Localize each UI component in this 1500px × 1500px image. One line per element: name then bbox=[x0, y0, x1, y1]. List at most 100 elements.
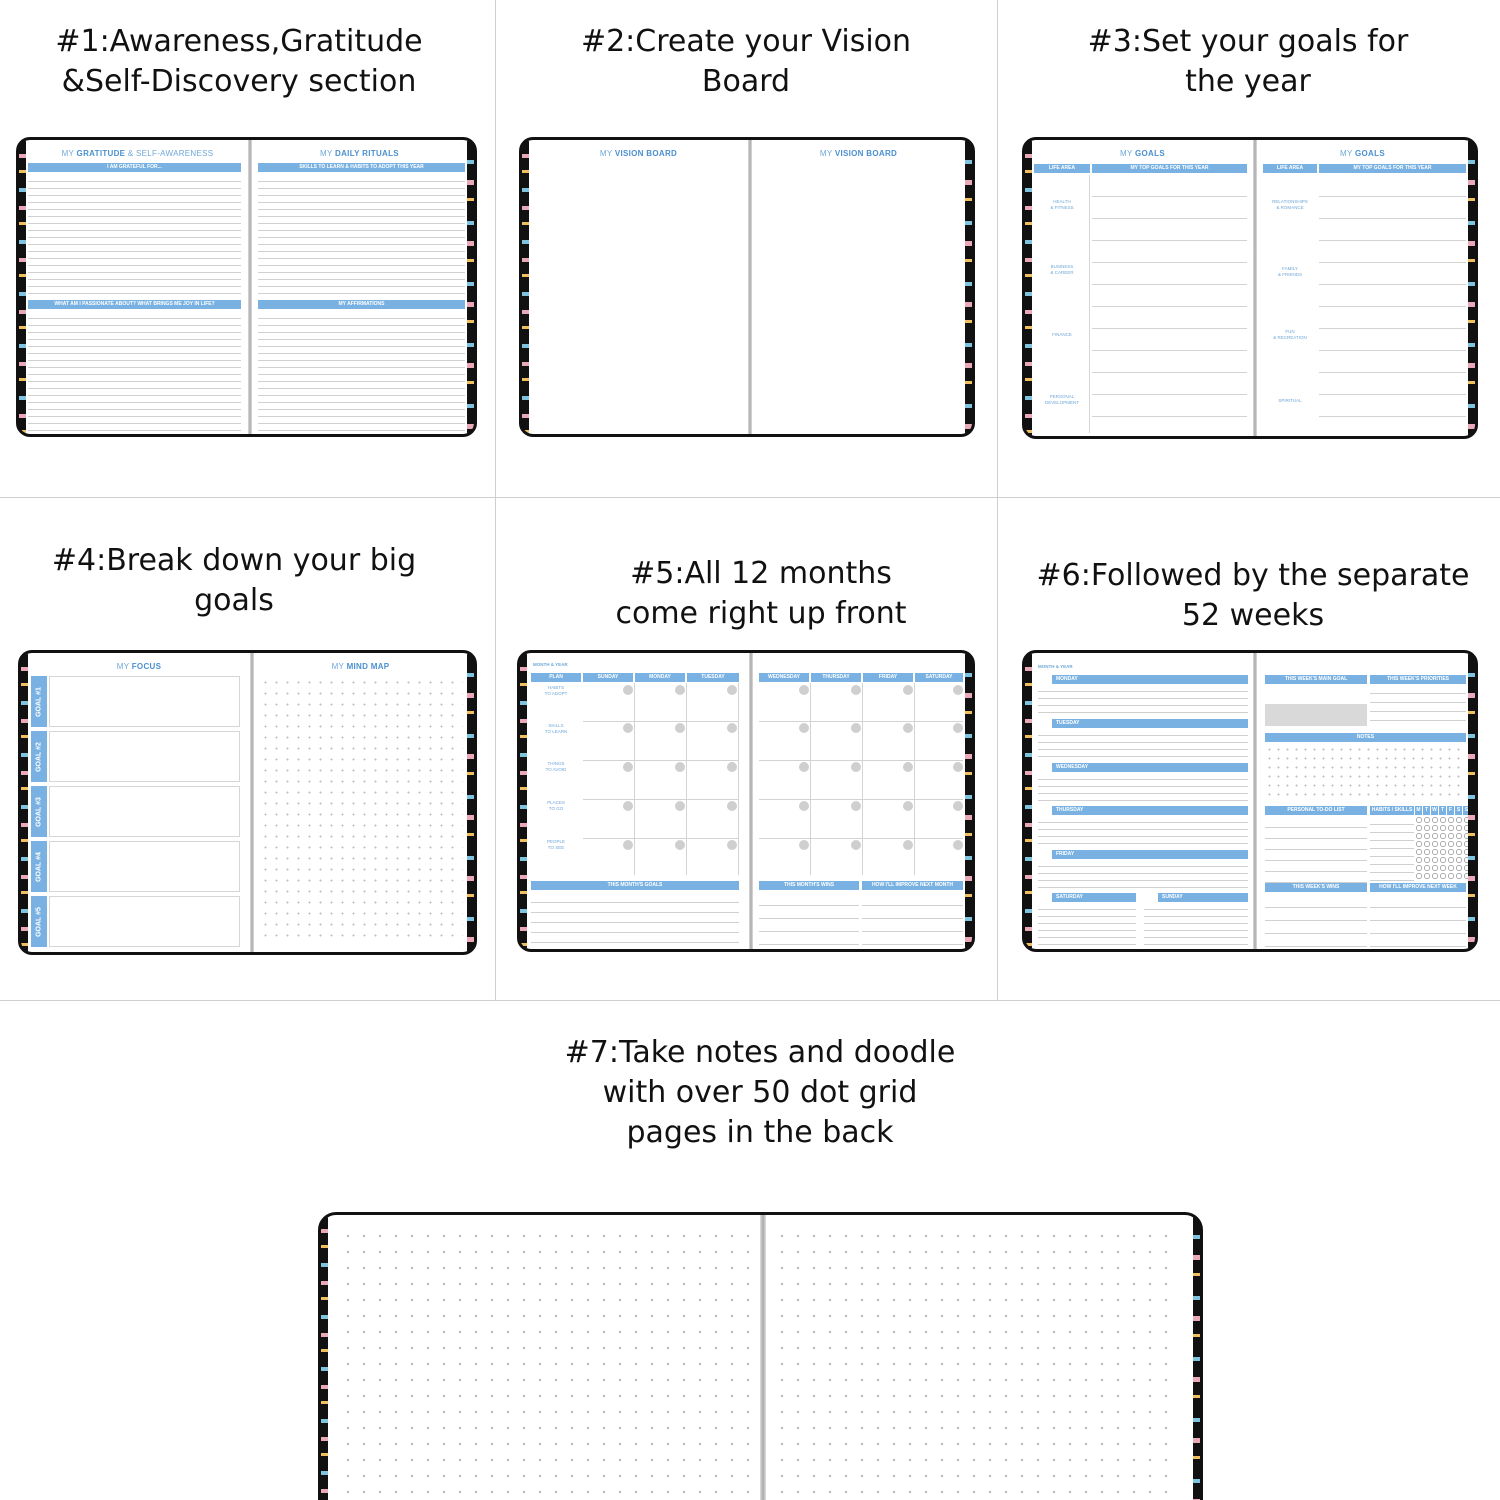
habit-day-header: M bbox=[1415, 806, 1422, 815]
day-header: FRIDAY bbox=[863, 673, 913, 682]
life-area-label: RELATIONSHIPS & ROMANCE bbox=[1272, 199, 1308, 210]
day-bar: WEDNESDAY bbox=[1052, 763, 1248, 772]
habit-day-header: T bbox=[1439, 806, 1446, 815]
day-lines bbox=[1038, 773, 1248, 805]
right-page: WEDNESDAY THURSDAY FRIDAY SATURDAY THIS … bbox=[753, 657, 965, 947]
date-circle bbox=[851, 840, 861, 850]
date-circle bbox=[903, 723, 913, 733]
date-circle bbox=[675, 840, 685, 850]
main-goal-box bbox=[1265, 704, 1367, 726]
right-page: MY GOALS LIFE AREA MY TOP GOALS FOR THIS… bbox=[1257, 144, 1468, 433]
date-circle bbox=[727, 723, 737, 733]
col-header-top-goals: MY TOP GOALS FOR THIS YEAR bbox=[1319, 164, 1466, 173]
life-area-label: FINANCE bbox=[1052, 332, 1072, 337]
day-header: MONDAY bbox=[635, 673, 685, 682]
habits-bar: HABITS / SKILLS bbox=[1370, 806, 1414, 815]
todo-lines bbox=[1265, 817, 1367, 883]
day-lines bbox=[1038, 729, 1248, 761]
habit-day-header: F bbox=[1447, 806, 1454, 815]
habit-day-header: S bbox=[1455, 806, 1462, 815]
priorities-bar: THIS WEEK'S PRIORITIES bbox=[1370, 675, 1466, 684]
goal-lines bbox=[1092, 175, 1247, 433]
goal-tab-3: GOAL #3 bbox=[31, 786, 47, 837]
caption-1: #1:Awareness,Gratitude &Self-Discovery s… bbox=[55, 24, 423, 99]
planner-spread-month: MONTH & YEAR PLAN SUNDAY MONDAY TUESDAY … bbox=[517, 650, 975, 952]
goal-tab-5: GOAL #5 bbox=[31, 896, 47, 947]
date-circle bbox=[953, 762, 963, 772]
date-circle bbox=[799, 801, 809, 811]
day-header: SUNDAY bbox=[583, 673, 633, 682]
plan-header: PLAN bbox=[531, 673, 581, 682]
page-title: MY FOCUS bbox=[116, 662, 162, 671]
life-area-label: FUN & RECREATION bbox=[1273, 329, 1307, 340]
caption-4: #4:Break down your big goals bbox=[51, 543, 417, 618]
right-page: MY VISION BOARD bbox=[752, 144, 965, 430]
habit-day-header: T bbox=[1423, 806, 1430, 815]
day-header: WEDNESDAY bbox=[759, 673, 809, 682]
left-page: MONTH & YEAR PLAN SUNDAY MONDAY TUESDAY … bbox=[527, 657, 749, 947]
planner-spread-gratitude: MY GRATITUDE & SELF-AWARENESS I AM GRATE… bbox=[16, 137, 477, 437]
left-page: MONTH & YEAR MONDAY TUESDAY WEDNESDAY TH… bbox=[1032, 657, 1254, 945]
page-title: MY GOALS bbox=[1340, 149, 1385, 158]
wins-lines bbox=[1265, 895, 1367, 947]
right-page: THIS WEEK'S MAIN GOAL THIS WEEK'S PRIORI… bbox=[1257, 657, 1471, 947]
divider-h1 bbox=[0, 497, 1500, 498]
habit-lines bbox=[1370, 817, 1414, 883]
day-bar: SUNDAY bbox=[1158, 893, 1248, 902]
calendar-grid bbox=[759, 683, 963, 875]
day-lines bbox=[1038, 903, 1136, 945]
life-area-label: FAMILY & FRIENDS bbox=[1277, 266, 1302, 277]
improve-bar: HOW I'LL IMPROVE NEXT WEEK bbox=[1370, 883, 1466, 892]
section-bar: WHAT AM I PASSIONATE ABOUT? WHAT BRINGS … bbox=[28, 300, 241, 309]
spine bbox=[748, 140, 752, 434]
day-lines bbox=[1144, 903, 1248, 945]
habit-day-header: W bbox=[1431, 806, 1438, 815]
day-header: THURSDAY bbox=[811, 673, 861, 682]
date-circle bbox=[903, 840, 913, 850]
planner-spread-vision-board: MY VISION BOARD MY VISION BOARD bbox=[519, 137, 975, 437]
notes-bar: NOTES bbox=[1265, 733, 1466, 742]
right-page bbox=[766, 1218, 1191, 1500]
planner-spread-goals: MY GOALS LIFE AREA MY TOP GOALS FOR THIS… bbox=[1022, 137, 1478, 439]
date-circle bbox=[675, 723, 685, 733]
right-page: MY MIND MAP bbox=[254, 657, 467, 948]
life-area-label: BUSINESS & CAREER bbox=[1050, 264, 1074, 275]
goal-tab-2: GOAL #2 bbox=[31, 731, 47, 782]
date-circle bbox=[623, 840, 633, 850]
date-circle bbox=[799, 723, 809, 733]
day-bar: FRIDAY bbox=[1052, 850, 1248, 859]
improve-bar: HOW I'LL IMPROVE NEXT MONTH bbox=[862, 881, 963, 890]
calendar-grid bbox=[583, 683, 739, 875]
spine bbox=[1253, 140, 1257, 436]
day-bar: MONDAY bbox=[1052, 675, 1248, 684]
writing-lines bbox=[28, 312, 241, 432]
writing-lines bbox=[258, 175, 465, 297]
plan-row-label: PLACES TO GO bbox=[547, 800, 565, 811]
col-header-top-goals: MY TOP GOALS FOR THIS YEAR bbox=[1092, 164, 1247, 173]
date-circle bbox=[953, 801, 963, 811]
date-circle bbox=[953, 685, 963, 695]
plan-row-label: HABITS TO ADOPT bbox=[544, 685, 568, 696]
date-circle bbox=[623, 762, 633, 772]
date-circle bbox=[727, 801, 737, 811]
wins-bar: THIS WEEK'S WINS bbox=[1265, 883, 1367, 892]
col-header-life-area: LIFE AREA bbox=[1034, 164, 1090, 173]
divider-h2 bbox=[0, 1000, 1500, 1001]
date-circle bbox=[727, 840, 737, 850]
habit-tracker-circles bbox=[1415, 816, 1471, 880]
day-bar: TUESDAY bbox=[1052, 719, 1248, 728]
goal-lines bbox=[1319, 175, 1466, 433]
spine bbox=[248, 140, 252, 434]
day-header: TUESDAY bbox=[687, 673, 739, 682]
col-header-life-area: LIFE AREA bbox=[1263, 164, 1317, 173]
date-circle bbox=[903, 762, 913, 772]
goal-tab-4: GOAL #4 bbox=[31, 841, 47, 892]
spine bbox=[749, 653, 753, 949]
dot-grid bbox=[340, 1228, 751, 1500]
main-goal-bar: THIS WEEK'S MAIN GOAL bbox=[1265, 675, 1367, 684]
page-title: MY VISION BOARD bbox=[819, 149, 898, 158]
day-lines bbox=[1038, 816, 1248, 848]
right-page: MY DAILY RITUALS SKILLS TO LEARN & HABIT… bbox=[252, 144, 467, 432]
left-page: MY GRATITUDE & SELF-AWARENESS I AM GRATE… bbox=[26, 144, 249, 432]
left-page: MY FOCUS GOAL #1 GOAL #2 GOAL #3 GOAL #4… bbox=[28, 657, 250, 948]
